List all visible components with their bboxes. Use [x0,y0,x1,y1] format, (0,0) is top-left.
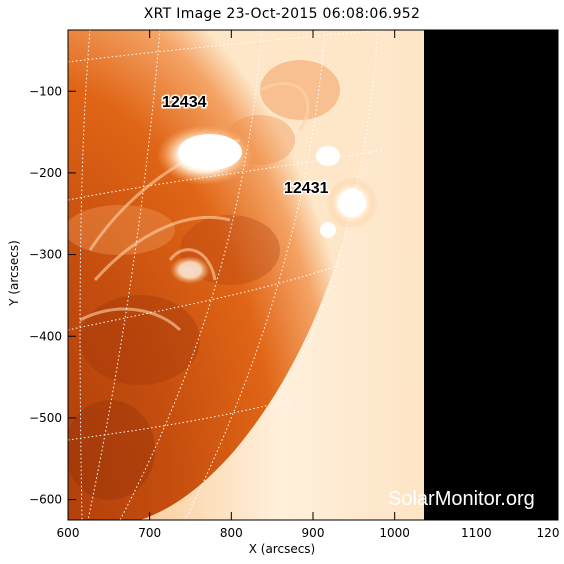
image-area [68,30,558,520]
active-region-label-12434: 12434 [162,94,207,111]
y-tick-label: −100 [29,84,62,98]
y-tick-label: −500 [29,411,62,425]
heliographic-grid [68,30,383,520]
watermark: SolarMonitor.org [388,488,535,510]
y-tick-label: −600 [29,493,62,507]
solar-disk [68,30,382,520]
y-tick-label: −300 [29,248,62,262]
active-region-glow-12434 [157,125,253,284]
x-tick-label: 120 [537,526,560,540]
active-region-label-12431: 12431 [284,180,329,197]
x-tick-label: 600 [57,526,80,540]
image-title: XRT Image 23-Oct-2015 06:08:06.952 [143,6,421,22]
x-tick-label: 1100 [461,526,492,540]
no-data-region [424,30,558,520]
x-tick-label: 800 [220,526,243,540]
active-region-glow-12431 [316,146,378,238]
x-tick-label: 700 [138,526,161,540]
y-tick-label: −200 [29,166,62,180]
y-tick-label: −400 [29,329,62,343]
x-axis-ticks: 600 700 800 900 1000 1100 120 [57,30,560,540]
x-axis-label: X (arcsecs) [248,542,316,556]
y-axis-ticks: −100 −200 −300 −400 −500 −600 [29,84,558,507]
y-axis-label: Y (arcsecs) [7,240,21,306]
x-tick-label: 1000 [379,526,410,540]
x-tick-label: 900 [302,526,325,540]
